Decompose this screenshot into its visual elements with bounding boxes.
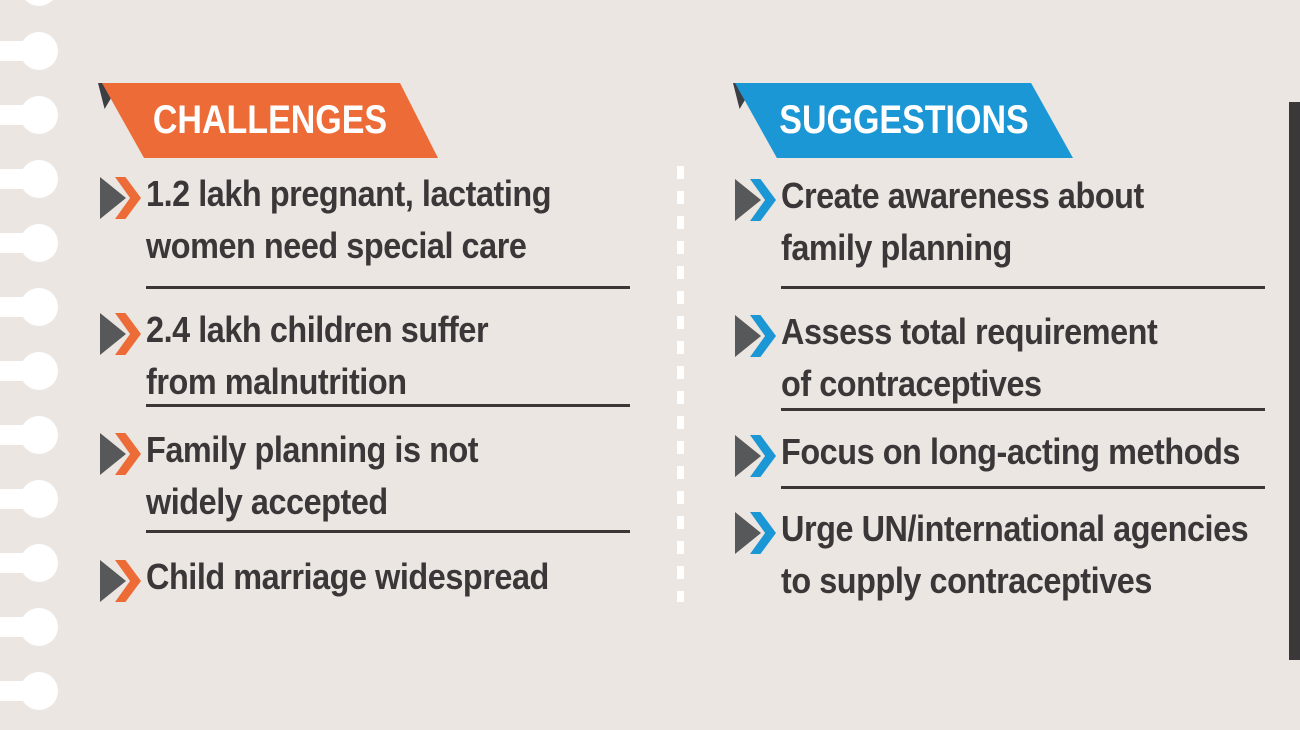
double-chevron-right-icon xyxy=(100,560,141,602)
right-edge-strip xyxy=(1289,102,1300,660)
column-dashed-divider xyxy=(677,166,684,602)
item-line: Focus on long-acting methods xyxy=(781,431,1240,472)
list-item-text: Create awareness about family planning xyxy=(781,170,1249,274)
binder-punch-hole xyxy=(0,0,58,6)
list-item-text: Child marriage widespread xyxy=(146,551,614,603)
item-line: Child marriage widespread xyxy=(146,556,549,597)
binder-punch-hole xyxy=(0,480,58,518)
item-line: widely accepted xyxy=(146,481,388,522)
divider-line xyxy=(781,286,1265,289)
item-line: Create awareness about xyxy=(781,175,1144,216)
double-chevron-right-icon xyxy=(100,313,141,355)
binder-punch-hole xyxy=(0,288,58,326)
divider-line xyxy=(781,486,1265,489)
divider-line xyxy=(146,404,630,407)
double-chevron-right-icon xyxy=(735,435,776,477)
item-line: of contraceptives xyxy=(781,363,1042,404)
list-item-text: 2.4 lakh children suffer from malnutriti… xyxy=(146,304,614,408)
list-item-text: Family planning is not widely accepted xyxy=(146,424,614,528)
divider-line xyxy=(146,530,630,533)
divider-line xyxy=(146,286,630,289)
list-item-text: 1.2 lakh pregnant, lactating women need … xyxy=(146,168,614,272)
binder-punch-hole xyxy=(0,224,58,262)
double-chevron-right-icon xyxy=(735,315,776,357)
double-chevron-right-icon xyxy=(100,433,141,475)
binder-punch-hole xyxy=(0,32,58,70)
item-line: 1.2 lakh pregnant, lactating xyxy=(146,173,552,214)
item-line: to supply contraceptives xyxy=(781,560,1152,601)
challenges-header-banner: CHALLENGES xyxy=(96,83,438,158)
binder-punch-hole xyxy=(0,416,58,454)
challenges-ribbon: CHALLENGES xyxy=(102,83,438,158)
suggestions-title: SUGGESTIONS xyxy=(779,98,1029,142)
double-chevron-right-icon xyxy=(735,512,776,554)
suggestions-ribbon: SUGGESTIONS xyxy=(735,83,1073,158)
challenges-title: CHALLENGES xyxy=(152,98,388,142)
item-line: 2.4 lakh children suffer xyxy=(146,309,489,350)
suggestions-header-banner: SUGGESTIONS xyxy=(729,83,1073,158)
double-chevron-right-icon xyxy=(735,179,776,221)
binder-punch-hole xyxy=(0,608,58,646)
item-line: Family planning is not xyxy=(146,429,479,470)
item-line: women need special care xyxy=(146,225,527,266)
item-line: Urge UN/international agencies xyxy=(781,508,1249,549)
binder-punch-hole xyxy=(0,544,58,582)
double-chevron-right-icon xyxy=(100,177,141,219)
binder-punch-hole xyxy=(0,352,58,390)
binder-punch-hole xyxy=(0,672,58,710)
list-item-text: Focus on long-acting methods xyxy=(781,426,1249,478)
binder-punch-hole xyxy=(0,160,58,198)
item-line: Assess total requirement xyxy=(781,311,1158,352)
binder-punch-hole xyxy=(0,96,58,134)
item-line: family planning xyxy=(781,227,1012,268)
divider-line xyxy=(781,408,1265,411)
item-line: from malnutrition xyxy=(146,361,407,402)
list-item-text: Urge UN/international agencies to supply… xyxy=(781,503,1249,607)
list-item-text: Assess total requirement of contraceptiv… xyxy=(781,306,1249,410)
